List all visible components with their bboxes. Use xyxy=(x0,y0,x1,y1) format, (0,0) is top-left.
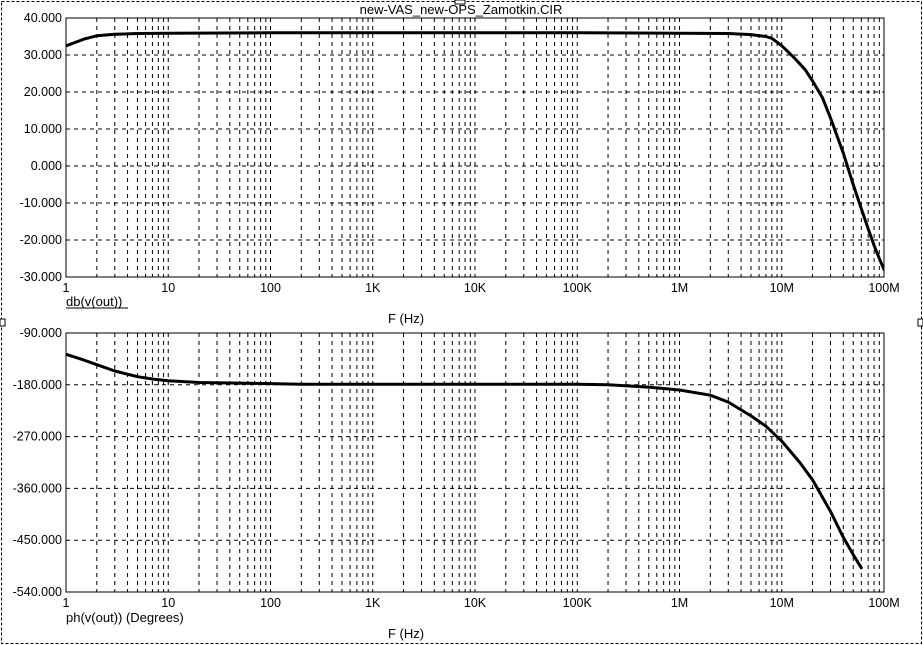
magnitude-y-tick-label: -30.000 xyxy=(20,270,62,284)
magnitude-x-tick-label: 10K xyxy=(464,281,487,295)
phase-y-tick-label: -270.000 xyxy=(13,430,62,444)
magnitude-x-tick-label: 100M xyxy=(868,281,899,295)
magnitude-x-tick-label: 1M xyxy=(671,281,688,295)
magnitude-trace[interactable] xyxy=(66,31,884,272)
magnitude-x-tick-label: 1K xyxy=(365,281,381,295)
phase-plot-frame xyxy=(65,332,885,593)
phase-trace[interactable] xyxy=(66,352,863,570)
magnitude-y-tick-label: 10.000 xyxy=(24,122,62,136)
magnitude-y-tick-label: -10.000 xyxy=(20,196,62,210)
magnitude-x-tick-label: 1 xyxy=(63,281,70,295)
magnitude-panel: 1 10 100 1K 10K 100K 1M 10M 100M 40.000 30.000 20.0… xyxy=(20,11,900,326)
magnitude-x-tick-label: 100 xyxy=(260,281,281,295)
phase-x-tick-label: 1 xyxy=(63,596,70,610)
phase-panel: 1 10 100 1K 10K 100K 1M 10M 100M -90.000 -180.000 -… xyxy=(13,326,900,641)
left-resize-handle[interactable] xyxy=(0,318,6,327)
magnitude-y-tick-label: 20.000 xyxy=(24,85,62,99)
magnitude-y-tick-label: 30.000 xyxy=(24,48,62,62)
magnitude-x-tick-label: 10M xyxy=(770,281,794,295)
magnitude-trace-layer xyxy=(66,31,884,272)
magnitude-x-axis-label: F (Hz) xyxy=(388,311,424,326)
phase-grid xyxy=(66,333,884,592)
phase-y-tick-label: -180.000 xyxy=(13,378,62,392)
phase-y-tick-label: -540.000 xyxy=(13,585,62,599)
phase-x-axis-label: F (Hz) xyxy=(388,626,424,641)
magnitude-y-tick-label: -20.000 xyxy=(20,233,62,247)
phase-x-tick-label: 10M xyxy=(770,596,794,610)
magnitude-x-tick-label: 100K xyxy=(563,281,593,295)
phase-x-tick-label: 10K xyxy=(464,596,487,610)
phase-y-tick-label: -90.000 xyxy=(20,326,62,340)
right-resize-handle[interactable] xyxy=(917,318,923,327)
magnitude-plot-frame xyxy=(65,17,885,278)
magnitude-y-tick-label: 40.000 xyxy=(24,11,62,25)
phase-x-tick-label: 10 xyxy=(161,596,175,610)
phase-tick-labels: 1 10 100 1K 10K 100K 1M 10M 100M -90.000 -180.000 -… xyxy=(13,326,900,610)
magnitude-y-tick-label: 0.000 xyxy=(31,159,62,173)
phase-expression-label[interactable]: ph(v(out)) (Degrees) xyxy=(66,610,184,625)
magnitude-tick-labels: 1 10 100 1K 10K 100K 1M 10M 100M 40.000 30.000 20.0… xyxy=(20,11,900,295)
phase-x-tick-label: 100 xyxy=(260,596,281,610)
phase-trace-layer xyxy=(66,352,863,570)
phase-x-tick-label: 100K xyxy=(563,596,593,610)
top-resize-handle[interactable] xyxy=(454,0,466,5)
magnitude-x-tick-label: 10 xyxy=(161,281,175,295)
phase-x-tick-label: 1M xyxy=(671,596,688,610)
magnitude-grid xyxy=(66,18,884,277)
phase-x-tick-label: 100M xyxy=(868,596,899,610)
phase-x-tick-label: 1K xyxy=(365,596,381,610)
phase-y-tick-label: -450.000 xyxy=(13,533,62,547)
circuit-title: new-VAS_new-OPS_Zamotkin.CIR xyxy=(360,2,563,17)
phase-y-tick-label: -360.000 xyxy=(13,481,62,495)
magnitude-expression-label[interactable]: db(v(out)) xyxy=(66,294,122,309)
